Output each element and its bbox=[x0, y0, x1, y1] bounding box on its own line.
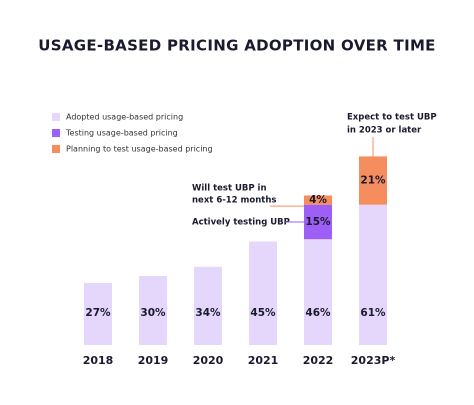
legend-label: Planning to test usage-based pricing bbox=[66, 145, 213, 154]
value-label: 21% bbox=[360, 175, 386, 187]
value-label: 30% bbox=[140, 307, 166, 319]
bar-segment bbox=[139, 276, 167, 345]
bar-segment bbox=[84, 282, 112, 345]
annotation: Will test UBP in bbox=[192, 184, 267, 194]
legend-label: Testing usage-based pricing bbox=[65, 129, 178, 138]
legend-label: Adopted usage-based pricing bbox=[66, 113, 183, 122]
legend-swatch bbox=[52, 129, 60, 137]
value-label: 34% bbox=[195, 307, 221, 319]
annotation: in 2023 or later bbox=[347, 126, 422, 136]
value-label: 4% bbox=[309, 194, 327, 206]
bar-segment bbox=[304, 195, 332, 205]
legend-swatch bbox=[52, 145, 60, 153]
annotation: next 6-12 months bbox=[192, 196, 276, 206]
x-tick-label: 2021 bbox=[248, 354, 279, 367]
x-tick-label: 2022 bbox=[303, 354, 334, 367]
x-tick-label: 2023P* bbox=[351, 354, 396, 367]
chart-title: USAGE-BASED PRICING ADOPTION OVER TIME bbox=[38, 37, 435, 55]
x-tick-label: 2018 bbox=[83, 354, 114, 367]
value-label: 61% bbox=[360, 307, 386, 319]
value-label: 27% bbox=[85, 307, 111, 319]
bar-segment bbox=[359, 204, 387, 345]
value-label: 45% bbox=[250, 307, 276, 319]
value-label: 15% bbox=[305, 216, 331, 228]
bar-segment bbox=[194, 266, 222, 345]
bar-segment bbox=[304, 239, 332, 345]
bar-segment bbox=[249, 241, 277, 345]
annotation: Actively testing UBP bbox=[192, 217, 290, 227]
bar-segment bbox=[359, 156, 387, 205]
x-tick-label: 2020 bbox=[193, 354, 224, 367]
x-tick-label: 2019 bbox=[138, 354, 169, 367]
annotation: Expect to test UBP bbox=[347, 113, 437, 123]
value-label: 46% bbox=[305, 307, 331, 319]
legend-swatch bbox=[52, 113, 60, 121]
bar-segment bbox=[304, 204, 332, 240]
